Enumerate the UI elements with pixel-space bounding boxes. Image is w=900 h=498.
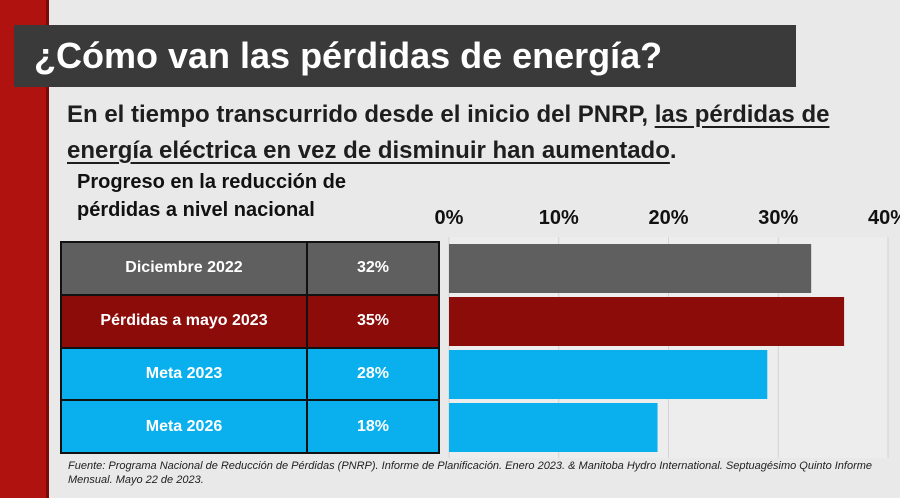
table-heading: Progreso en la reducción de pérdidas a n… [77, 171, 346, 221]
bar-1 [449, 244, 812, 293]
bar-2 [449, 297, 845, 346]
data-table: Diciembre 2022 32% Pérdidas a mayo 2023 … [60, 241, 440, 454]
subtitle: En el tiempo transcurrido desde el inici… [67, 97, 867, 169]
table-row: Diciembre 2022 32% [62, 243, 438, 294]
x-tick-label: 30% [758, 207, 798, 229]
title-bar: ¿Cómo van las pérdidas de energía? [14, 25, 796, 87]
row-label: Meta 2026 [62, 401, 306, 452]
row-label: Meta 2023 [62, 348, 306, 400]
subtitle-underlined: las pérdidas de energía eléctrica en vez… [67, 101, 830, 164]
x-tick-label: 0% [435, 207, 464, 229]
row-value: 28% [306, 348, 438, 400]
row-value: 35% [306, 295, 438, 347]
row-value: 32% [306, 243, 438, 294]
x-tick-label: 20% [648, 207, 688, 229]
page-title: ¿Cómo van las pérdidas de energía? [34, 35, 663, 76]
table-row: Pérdidas a mayo 2023 35% [62, 293, 438, 347]
table-row: Meta 2026 18% [62, 399, 438, 452]
x-tick-label: 40% [868, 207, 900, 229]
subtitle-part-1: En el tiempo transcurrido desde el inici… [67, 101, 655, 128]
bar-3 [449, 350, 768, 399]
row-label: Pérdidas a mayo 2023 [62, 295, 306, 347]
row-label: Diciembre 2022 [62, 243, 306, 294]
table-row: Meta 2023 28% [62, 346, 438, 400]
x-tick-label: 10% [539, 207, 579, 229]
subtitle-part-3: . [669, 137, 677, 164]
source-note: Fuente: Programa Nacional de Reducción d… [68, 460, 873, 486]
bar-4 [449, 403, 658, 452]
row-value: 18% [306, 401, 438, 452]
